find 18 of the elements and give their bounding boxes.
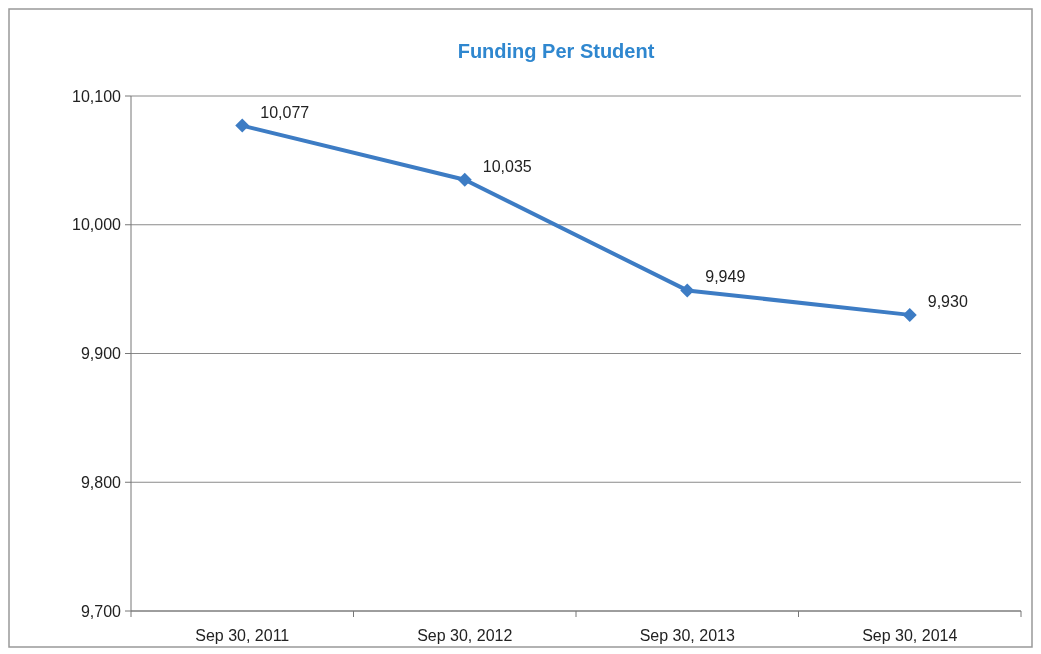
chart-title: Funding Per Student [457,40,655,62]
data-label: 10,035 [482,157,532,175]
data-label: 9,949 [705,268,746,286]
y-tick-label: 10,000 [72,216,122,234]
y-tick-label: 10,100 [72,87,122,105]
point [235,118,250,133]
x-tick-label: Sep 30, 2012 [417,627,513,644]
data-label: 9,930 [927,292,968,310]
point [680,283,695,298]
y-tick-label: 9,800 [80,473,122,491]
y-tick-label: 9,700 [80,602,122,620]
x-tick-label: Sep 30, 2011 [195,627,290,644]
x-tick-label: Sep 30, 2014 [862,627,958,644]
point [457,172,472,187]
data-label: 10,077 [260,103,310,121]
x-tick-label: Sep 30, 2013 [639,627,735,644]
y-tick-label: 9,900 [80,345,122,363]
point [902,307,917,322]
